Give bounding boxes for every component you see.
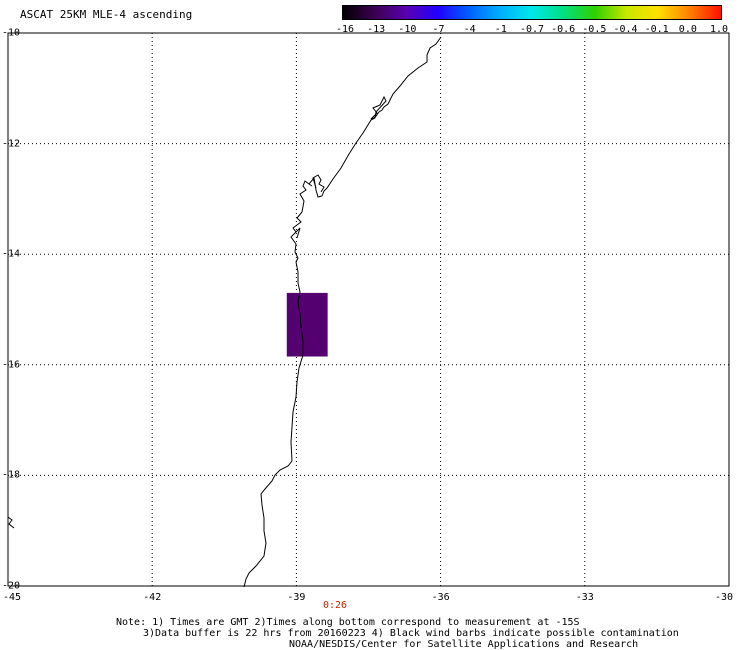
- map-title: ASCAT 25KM MLE-4 ascending: [20, 8, 193, 21]
- colorbar-label: 0.0: [678, 24, 697, 35]
- colorbar-label: 1.0: [709, 24, 729, 35]
- x-tick-label: -42: [143, 592, 162, 603]
- coastline: [243, 36, 442, 588]
- y-tick-label: -16: [1, 359, 20, 371]
- x-tick-label: -33: [575, 592, 594, 603]
- y-tick-label: -18: [1, 469, 20, 481]
- x-tick-label: -45: [2, 592, 22, 603]
- y-tick-label: -20: [1, 580, 20, 592]
- colorbar-label: -10: [398, 24, 417, 35]
- colorbar: [342, 5, 722, 20]
- grid-lines: [7, 32, 730, 587]
- colorbar-label: -0.6: [551, 24, 576, 35]
- coastline-detail: [7, 174, 325, 529]
- x-tick-label: -39: [287, 592, 306, 603]
- note-line-3: NOAA/NESDIS/Center for Satellite Applica…: [289, 639, 639, 650]
- y-tick-label: -10: [1, 27, 20, 39]
- colorbar-label: -13: [367, 24, 386, 35]
- colorbar-label: -0.1: [644, 24, 669, 35]
- colorbar-label: -1: [494, 24, 507, 35]
- colorbar-label: -0.4: [613, 24, 638, 35]
- colorbar-label: -16: [335, 24, 355, 35]
- data-cell: [286, 292, 328, 357]
- colorbar-label: -7: [432, 24, 445, 35]
- y-tick-label: -12: [1, 138, 20, 150]
- colorbar-label: -0.7: [519, 24, 545, 35]
- y-tick-label: -14: [1, 248, 20, 260]
- colorbar-label: -0.5: [582, 24, 607, 35]
- time-label: 0:26: [322, 600, 348, 611]
- note-line-1: Note: 1) Times are GMT 2)Times along bot…: [116, 617, 580, 628]
- x-tick-label: -36: [431, 592, 450, 603]
- colorbar-label: -4: [463, 24, 476, 35]
- note-line-2: 3)Data buffer is 22 hrs from 20160223 4)…: [143, 628, 679, 639]
- x-tick-label: -30: [714, 592, 734, 603]
- map-frame: [7, 32, 730, 587]
